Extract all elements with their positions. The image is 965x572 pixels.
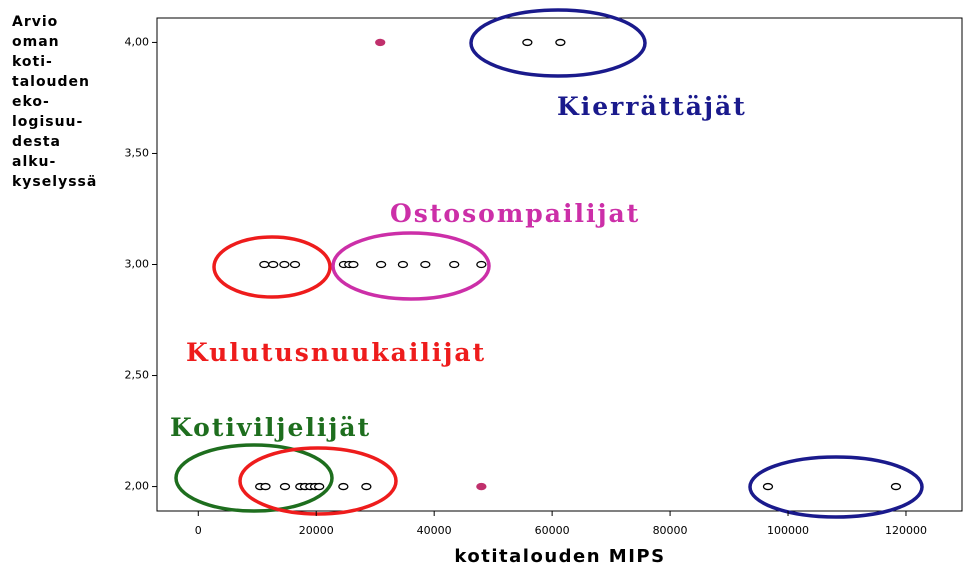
point [279,482,291,491]
y-axis-label: Arvio oman koti-talouden eko-logisuu-desta a… [12,14,97,190]
group-ellipse [238,446,398,516]
x-tick-label: 100000 [767,524,809,537]
annotation: Kulutusnuukailijat [186,338,486,367]
y-tick-label: 2,50 [125,369,150,382]
annotation: Ostosompailijat [390,199,640,228]
x-tick-label: 60000 [535,524,570,537]
point [522,38,533,47]
point [476,260,487,269]
y-axis-label-line: Arvio [12,14,58,30]
annotation: Kotiviljelijät [170,413,371,442]
y-axis-label-line: logisuu- [12,114,83,130]
group-ellipse [748,455,924,519]
point [289,260,301,269]
point [338,482,349,491]
point [555,38,566,47]
y-axis-label-line: desta [12,134,61,150]
group-ellipse [469,8,647,78]
point [314,482,325,491]
x-axis-label: kotitalouden MIPS [454,546,665,567]
point [420,260,431,269]
annotation: Kierrättäjät [557,92,747,121]
point [279,260,290,269]
y-axis-label-line: talouden [12,74,90,90]
y-tick-label: 2,00 [125,480,150,493]
y-axis-label-line: alku- [12,154,56,170]
point [375,38,386,47]
group-ellipse [331,231,491,301]
point [348,260,359,269]
y-axis-label-line: koti- [12,54,53,70]
y-tick-label: 3,50 [125,146,150,159]
group-ellipse [212,235,332,299]
x-tick-label: 80000 [653,524,688,537]
y-axis-label-line: eko- [12,94,50,110]
point [449,260,460,269]
point [260,482,271,491]
point [259,260,270,269]
y-axis-label-line: oman [12,34,60,50]
x-tick-label: 20000 [299,524,334,537]
point [397,260,409,269]
x-tick-label: 120000 [885,524,927,537]
x-tick-label: 0 [195,524,202,537]
point [268,260,279,269]
y-tick-label: 4,00 [125,35,150,48]
group-ellipse [174,443,334,513]
point [361,482,372,491]
point [375,260,387,269]
point [890,482,902,491]
y-tick-label: 3,00 [125,258,150,271]
y-axis-label-line: kyselyssä [12,174,97,190]
x-tick-label: 40000 [417,524,452,537]
point [476,482,487,491]
point [762,482,774,491]
